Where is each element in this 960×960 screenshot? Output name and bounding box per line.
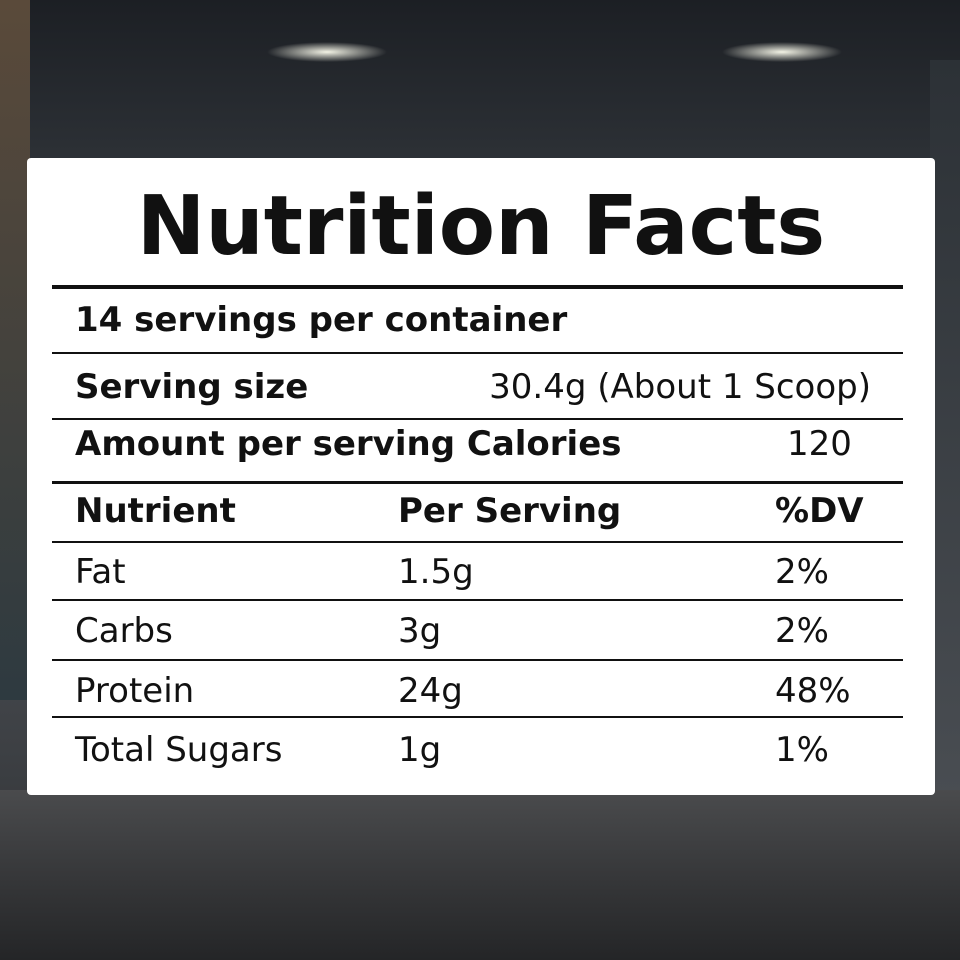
divider (52, 541, 903, 543)
per-serving: 1.5g (398, 552, 474, 592)
nutrient-name: Carbs (75, 611, 173, 651)
divider (52, 481, 903, 484)
per-serving: 3g (398, 611, 442, 651)
daily-value: 2% (775, 552, 829, 592)
divider (52, 352, 903, 354)
servings-text: 14 servings per container (75, 300, 568, 340)
label-title: Nutrition Facts (136, 179, 826, 274)
column-header: Per Serving (398, 491, 622, 531)
serving-size-value: 30.4g (About 1 Scoop) (489, 367, 871, 407)
calories-label: Amount per serving Calories (75, 424, 622, 464)
background-floor (0, 790, 960, 960)
daily-value: 2% (775, 611, 829, 651)
per-serving: 1g (398, 730, 442, 770)
divider (52, 418, 903, 420)
per-serving: 24g (398, 671, 463, 711)
column-header: Nutrient (75, 491, 236, 531)
divider (52, 285, 903, 289)
nutrition-label: Nutrition Facts 14 servings per containe… (27, 158, 935, 795)
divider (52, 716, 903, 718)
divider (52, 599, 903, 601)
daily-value: 48% (775, 671, 851, 711)
nutrient-name: Fat (75, 552, 126, 592)
column-header: %DV (775, 491, 864, 531)
background-wall (0, 0, 30, 700)
background-wall (930, 60, 960, 820)
daily-value: 1% (775, 730, 829, 770)
serving-size-label: Serving size (75, 367, 309, 407)
calories-value: 120 (787, 424, 852, 464)
divider (52, 659, 903, 661)
nutrient-name: Total Sugars (75, 730, 283, 770)
nutrient-name: Protein (75, 671, 195, 711)
